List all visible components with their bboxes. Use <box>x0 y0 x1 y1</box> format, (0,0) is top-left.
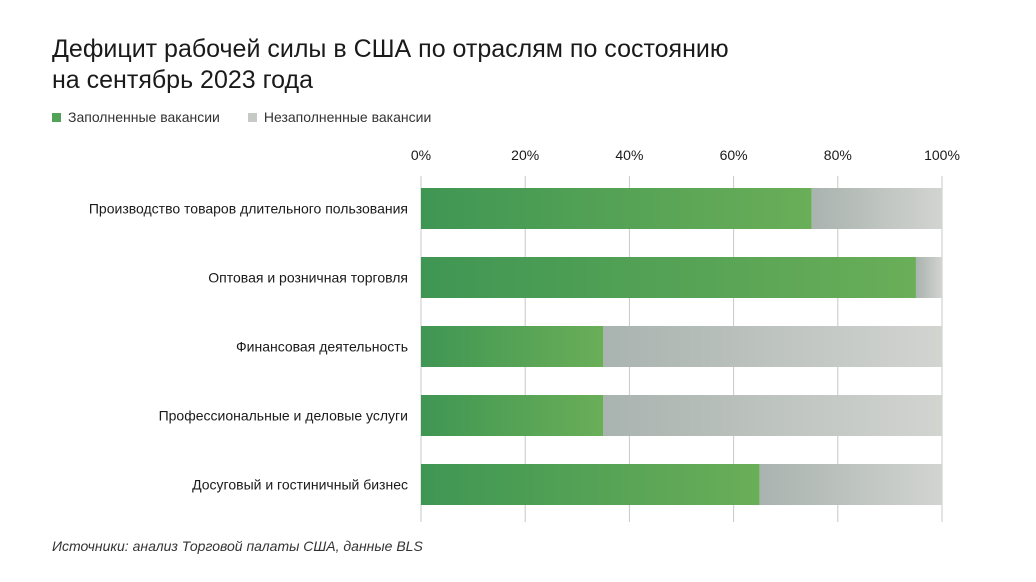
legend-swatch-unfilled <box>247 112 257 122</box>
bar-unfilled <box>603 395 942 436</box>
category-label: Производство товаров длительного пользов… <box>89 201 408 217</box>
legend-label-unfilled: Незаполненные вакансии <box>263 109 432 125</box>
bar-unfilled <box>811 188 942 229</box>
x-tick-label: 40% <box>615 147 643 163</box>
bars <box>421 188 942 505</box>
bar-unfilled <box>759 464 942 505</box>
chart-title-line-1: Дефицит рабочей силы в США по отраслям п… <box>52 35 729 63</box>
x-axis-ticks: 0% 20% 40% 60% 80% 100% <box>411 147 960 163</box>
bar-filled <box>421 188 812 229</box>
chart-title: Дефицит рабочей силы в США по отраслям п… <box>52 34 872 96</box>
bar-filled <box>421 257 916 298</box>
category-label: Досуговый и гостиничный бизнес <box>192 477 408 493</box>
category-label: Профессиональные и деловые услуги <box>159 408 408 424</box>
bar-unfilled <box>915 257 942 298</box>
stacked-bar-chart: Производство товаров длительного пользов… <box>89 147 960 522</box>
chart-title-line-2: на сентябрь 2023 года <box>52 66 314 94</box>
category-label: Финансовая деятельность <box>236 339 408 355</box>
legend-item-filled: Заполненные вакансии <box>52 109 220 125</box>
legend-label-filled: Заполненные вакансии <box>68 109 220 125</box>
x-tick-label: 0% <box>411 147 431 163</box>
x-tick-label: 60% <box>720 147 748 163</box>
bar-filled <box>421 326 604 367</box>
bar-unfilled <box>603 326 942 367</box>
bar-filled <box>421 395 604 436</box>
x-tick-label: 80% <box>824 147 852 163</box>
legend-item-unfilled: Незаполненные вакансии <box>247 109 432 125</box>
x-tick-label: 20% <box>511 147 539 163</box>
source-note: Источники: анализ Торговой палаты США, д… <box>52 538 423 554</box>
legend: Заполненные вакансии Незаполненные вакан… <box>52 108 459 126</box>
category-label: Оптовая и розничная торговля <box>208 270 408 286</box>
bar-filled <box>421 464 760 505</box>
category-labels: Производство товаров длительного пользов… <box>89 201 408 493</box>
x-tick-label: 100% <box>924 147 960 163</box>
legend-swatch-filled <box>52 112 61 122</box>
